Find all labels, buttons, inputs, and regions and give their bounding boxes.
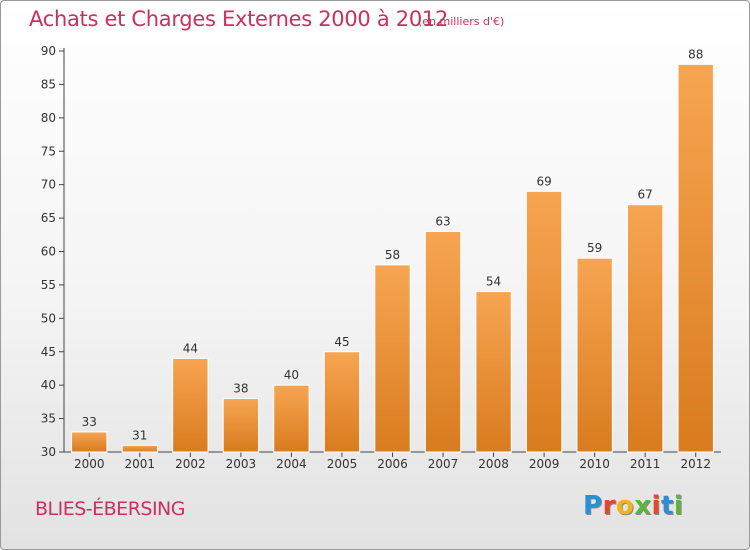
y-tick-label: 80 [41,111,56,125]
y-tick-label: 55 [41,278,56,292]
data-label-2012: 88 [688,47,703,61]
bar-2009 [525,190,563,453]
logo-letter: r [602,491,616,521]
logo-letter: t [660,491,674,521]
x-tick-label: 2006 [377,457,408,471]
data-label-2006: 58 [385,248,400,262]
data-label-2004: 40 [284,368,299,382]
bar-2002 [172,357,209,453]
proxiti-logo[interactable]: Proxiti [583,491,683,521]
data-label-2008: 54 [486,275,501,289]
y-tick-label: 85 [41,77,56,91]
bar-2000 [71,431,108,453]
data-label-2003: 38 [233,382,248,396]
x-tick-label: 2001 [125,457,156,471]
logo-letter: x [634,491,652,521]
x-tick-label: 2010 [579,457,610,471]
data-label-2002: 44 [183,341,198,355]
y-tick-label: 30 [41,445,56,459]
x-tick-label: 2009 [529,457,560,471]
data-label-2007: 63 [435,214,450,228]
x-tick-label: 2007 [428,457,459,471]
logo-letter: P [583,491,603,521]
logo-letter: o [615,491,635,521]
chart-subtitle: (en milliers d'€) [418,15,505,28]
x-tick-label: 2008 [478,457,509,471]
data-label-2001: 31 [132,428,147,442]
x-tick-label: 2000 [74,457,105,471]
x-tick-label: 2004 [276,457,307,471]
y-tick-label: 50 [41,311,56,325]
chart-title: Achats et Charges Externes 2000 à 2012 [29,7,449,31]
data-label-2011: 67 [638,188,653,202]
y-tick-label: 45 [41,345,56,359]
logo-letter: i [651,491,661,521]
bar-2005 [323,351,361,453]
x-tick-label: 2003 [226,457,257,471]
y-tick-label: 40 [41,378,56,392]
location-name: BLIES-ÉBERSING [35,498,186,520]
data-label-2005: 45 [334,335,349,349]
bar-2007 [424,230,462,453]
y-tick-label: 65 [41,211,56,225]
bar-2010 [576,257,613,453]
x-tick-label: 2002 [175,457,206,471]
x-tick-label: 2011 [630,457,661,471]
bar-2001 [121,444,158,453]
x-tick-label: 2005 [327,457,358,471]
bar-2004 [273,384,310,453]
data-label-2010: 59 [587,241,602,255]
bar-2006 [374,264,411,453]
y-tick-label: 35 [41,412,56,426]
data-label-2009: 69 [536,174,551,188]
y-tick-label: 90 [41,44,56,58]
data-label-2000: 33 [82,415,97,429]
y-tick-label: 70 [41,178,56,192]
y-tick-label: 60 [41,245,56,259]
logo-letter: i [673,491,684,521]
bar-2003 [222,398,260,453]
bar-2012 [677,63,714,453]
x-tick-label: 2012 [680,457,711,471]
bar-2011 [627,204,664,453]
y-tick-label: 75 [41,144,56,158]
bar-2008 [475,291,512,453]
